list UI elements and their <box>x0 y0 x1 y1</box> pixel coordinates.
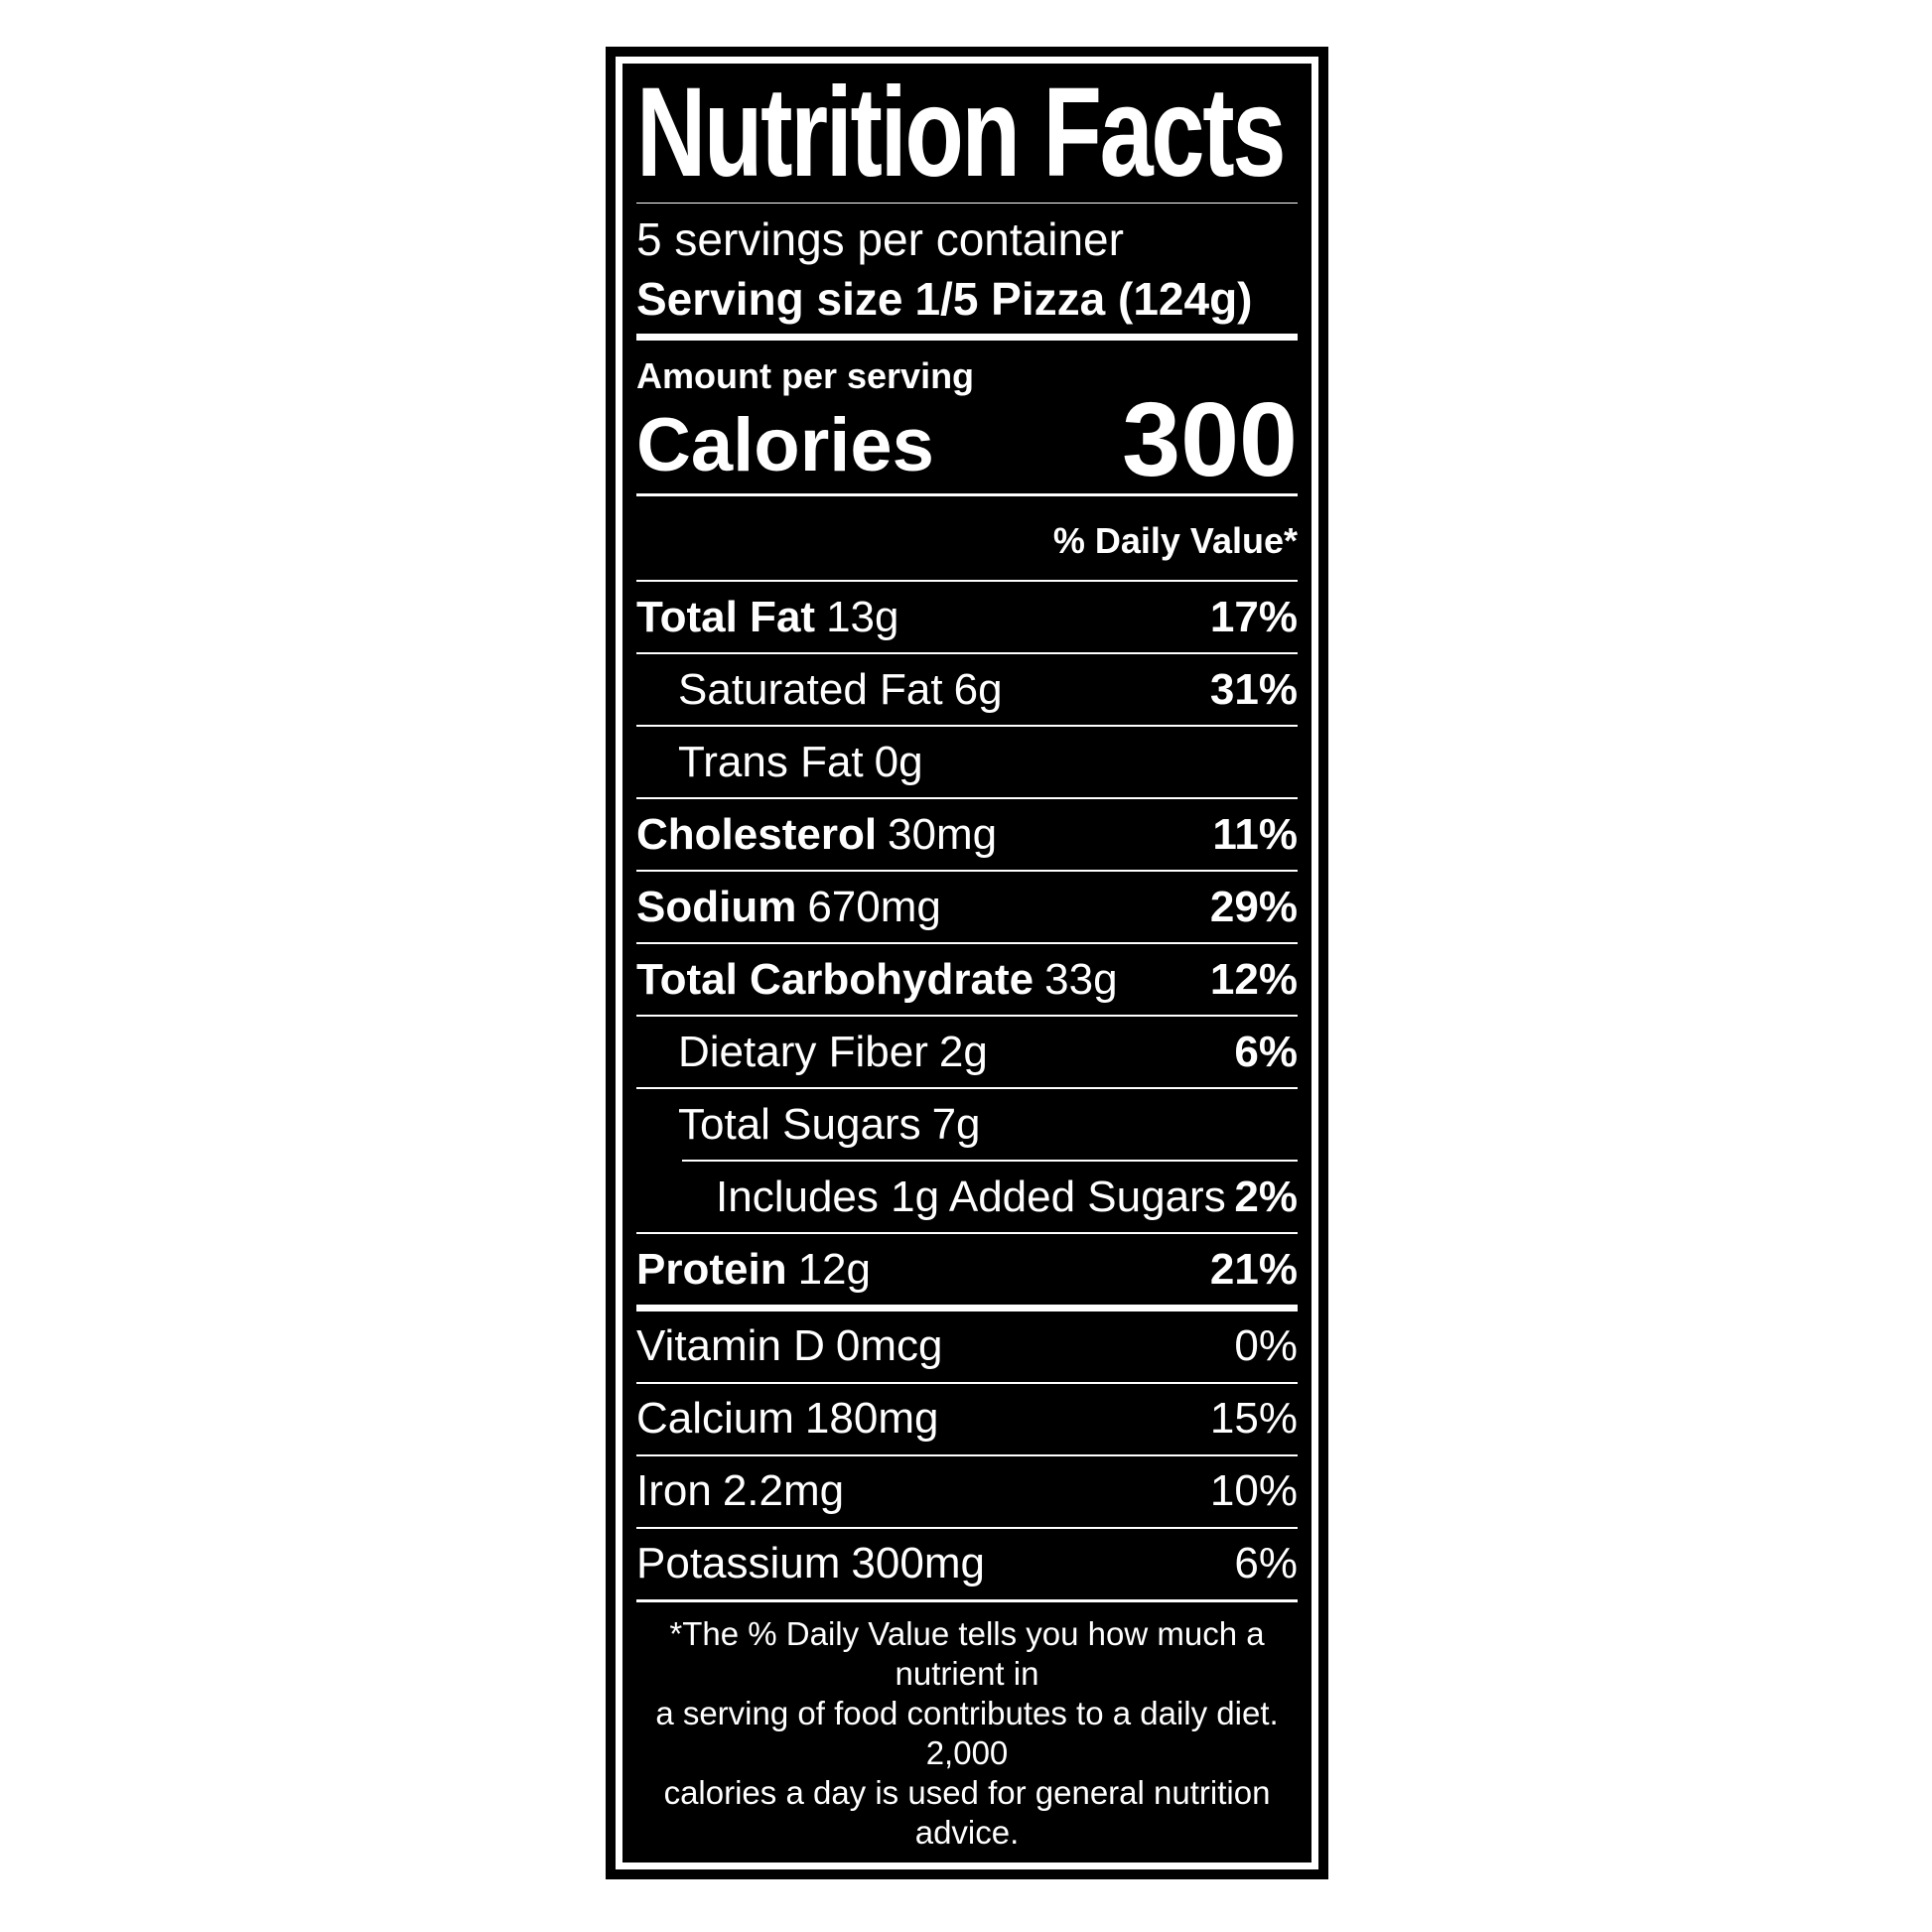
row-divider <box>636 580 1298 583</box>
separator-bar-medium <box>636 492 1298 497</box>
footnote-line: a serving of food contributes to a daily… <box>655 1695 1279 1772</box>
row-divider <box>636 942 1298 945</box>
nutrient-dv: 17% <box>1209 592 1298 641</box>
nutrient-amount: 30mg <box>888 809 998 859</box>
nutrient-row-sodium: Sodium 670mg 29% <box>636 872 1298 942</box>
row-divider <box>636 797 1298 800</box>
nutrient-name: Saturated Fat <box>678 664 943 714</box>
nutrient-row-potassium: Potassium 300mg 6% <box>636 1529 1298 1599</box>
nutrient-name: Potassium <box>636 1539 841 1588</box>
nutrient-dv: 15% <box>1209 1394 1298 1444</box>
nutrient-row-total-sugars: Total Sugars 7g <box>636 1089 1298 1160</box>
row-divider <box>636 725 1298 728</box>
daily-value-footnote: *The % Daily Value tells you how much a … <box>636 1602 1298 1863</box>
nutrient-dv: 0% <box>1234 1321 1298 1371</box>
calories-row: Calories 300 <box>636 380 1298 498</box>
nutrient-amount: 300mg <box>851 1539 985 1588</box>
footnote-line: *The % Daily Value tells you how much a … <box>669 1615 1265 1693</box>
nutrient-row-calcium: Calcium 180mg 15% <box>636 1384 1298 1454</box>
nutrient-dv: 6% <box>1234 1539 1298 1588</box>
amount-per-serving-label: Amount per serving <box>636 354 975 396</box>
nutrient-name: Iron <box>636 1466 712 1516</box>
nutrient-amount: 0mcg <box>835 1321 943 1371</box>
nutrient-name: Vitamin D <box>636 1321 825 1371</box>
separator-bar-thick <box>636 1305 1298 1311</box>
nutrient-dv: 11% <box>1212 809 1298 859</box>
row-divider <box>636 1453 1298 1456</box>
label-panel: Nutrition Facts 5 servings per container… <box>622 64 1311 1863</box>
nutrient-row-added-sugars: Includes 1g Added Sugars 2% <box>636 1162 1298 1232</box>
calories-label: Calories <box>636 402 934 487</box>
nutrient-name: Calcium <box>636 1394 794 1444</box>
nutrient-amount: 2g <box>938 1027 988 1076</box>
serving-size-label: Serving size <box>636 273 903 326</box>
nutrient-amount: 6g <box>953 664 1003 714</box>
daily-value-header: % Daily Value* <box>1052 520 1298 562</box>
nutrient-name: Total Fat <box>636 592 816 641</box>
nutrient-amount: 12g <box>797 1244 871 1294</box>
row-divider <box>636 1381 1298 1384</box>
nutrient-name: Total Carbohydrate <box>636 954 1035 1004</box>
nutrient-name: Sodium <box>636 882 797 931</box>
nutrient-row-saturated-fat: Saturated Fat 6g 31% <box>636 654 1298 725</box>
row-divider <box>636 870 1298 873</box>
nutrient-amount: 33g <box>1044 954 1118 1004</box>
nutrient-amount: 7g <box>931 1099 981 1149</box>
separator-bar-medium <box>636 1598 1298 1603</box>
nutrient-name: Cholesterol <box>636 809 878 859</box>
nutrient-name: Trans Fat <box>678 737 864 786</box>
nutrient-name: Protein <box>636 1244 787 1294</box>
nutrient-amount: 670mg <box>807 882 941 931</box>
nutrient-name: Dietary Fiber <box>678 1027 928 1076</box>
row-divider <box>636 1015 1298 1018</box>
nutrient-row-vitamin-d: Vitamin D 0mcg 0% <box>636 1311 1298 1382</box>
nutrient-row-cholesterol: Cholesterol 30mg 11% <box>636 799 1298 870</box>
row-divider <box>636 1232 1298 1235</box>
nutrient-row-dietary-fiber: Dietary Fiber 2g 6% <box>636 1017 1298 1087</box>
nutrient-row-total-fat: Total Fat 13g 17% <box>636 582 1298 652</box>
nutrient-dv: 6% <box>1234 1027 1298 1076</box>
nutrient-dv: 31% <box>1209 664 1298 714</box>
nutrient-row-protein: Protein 12g 21% <box>636 1234 1298 1305</box>
nutrient-name: Total Sugars <box>678 1099 921 1149</box>
nutrient-row-total-carbohydrate: Total Carbohydrate 33g 12% <box>636 944 1298 1015</box>
nutrient-row-trans-fat: Trans Fat 0g <box>636 727 1298 797</box>
nutrient-dv: 21% <box>1209 1244 1298 1294</box>
row-divider <box>636 652 1298 655</box>
nutrient-dv: 10% <box>1209 1466 1298 1516</box>
nutrient-row-iron: Iron 2.2mg 10% <box>636 1456 1298 1527</box>
nutrient-amount: 2.2mg <box>722 1466 845 1516</box>
nutrient-amount: 13g <box>826 592 899 641</box>
nutrition-facts-label: Nutrition Facts 5 servings per container… <box>606 47 1328 1879</box>
footnote-line: calories a day is used for general nutri… <box>663 1774 1271 1852</box>
nutrient-dv: 12% <box>1209 954 1298 1004</box>
nutrient-name: Includes 1g Added Sugars <box>716 1172 1226 1221</box>
separator-bar-thick <box>636 334 1298 341</box>
nutrient-dv: 2% <box>1234 1172 1298 1221</box>
nutrient-amount: 0g <box>874 737 923 786</box>
serving-size-value: 1/5 Pizza (124g) <box>914 273 1253 326</box>
row-divider <box>636 1526 1298 1529</box>
row-divider-indented <box>682 1160 1298 1163</box>
nutrient-amount: 180mg <box>804 1394 939 1444</box>
label-title: Nutrition Facts <box>636 64 1286 204</box>
serving-size-row: Serving size 1/5 Pizza (124g) <box>636 270 1298 328</box>
row-divider <box>636 1087 1298 1090</box>
nutrient-dv: 29% <box>1209 882 1298 931</box>
servings-per-container: 5 servings per container <box>636 213 1124 266</box>
calories-value: 300 <box>1122 380 1298 498</box>
